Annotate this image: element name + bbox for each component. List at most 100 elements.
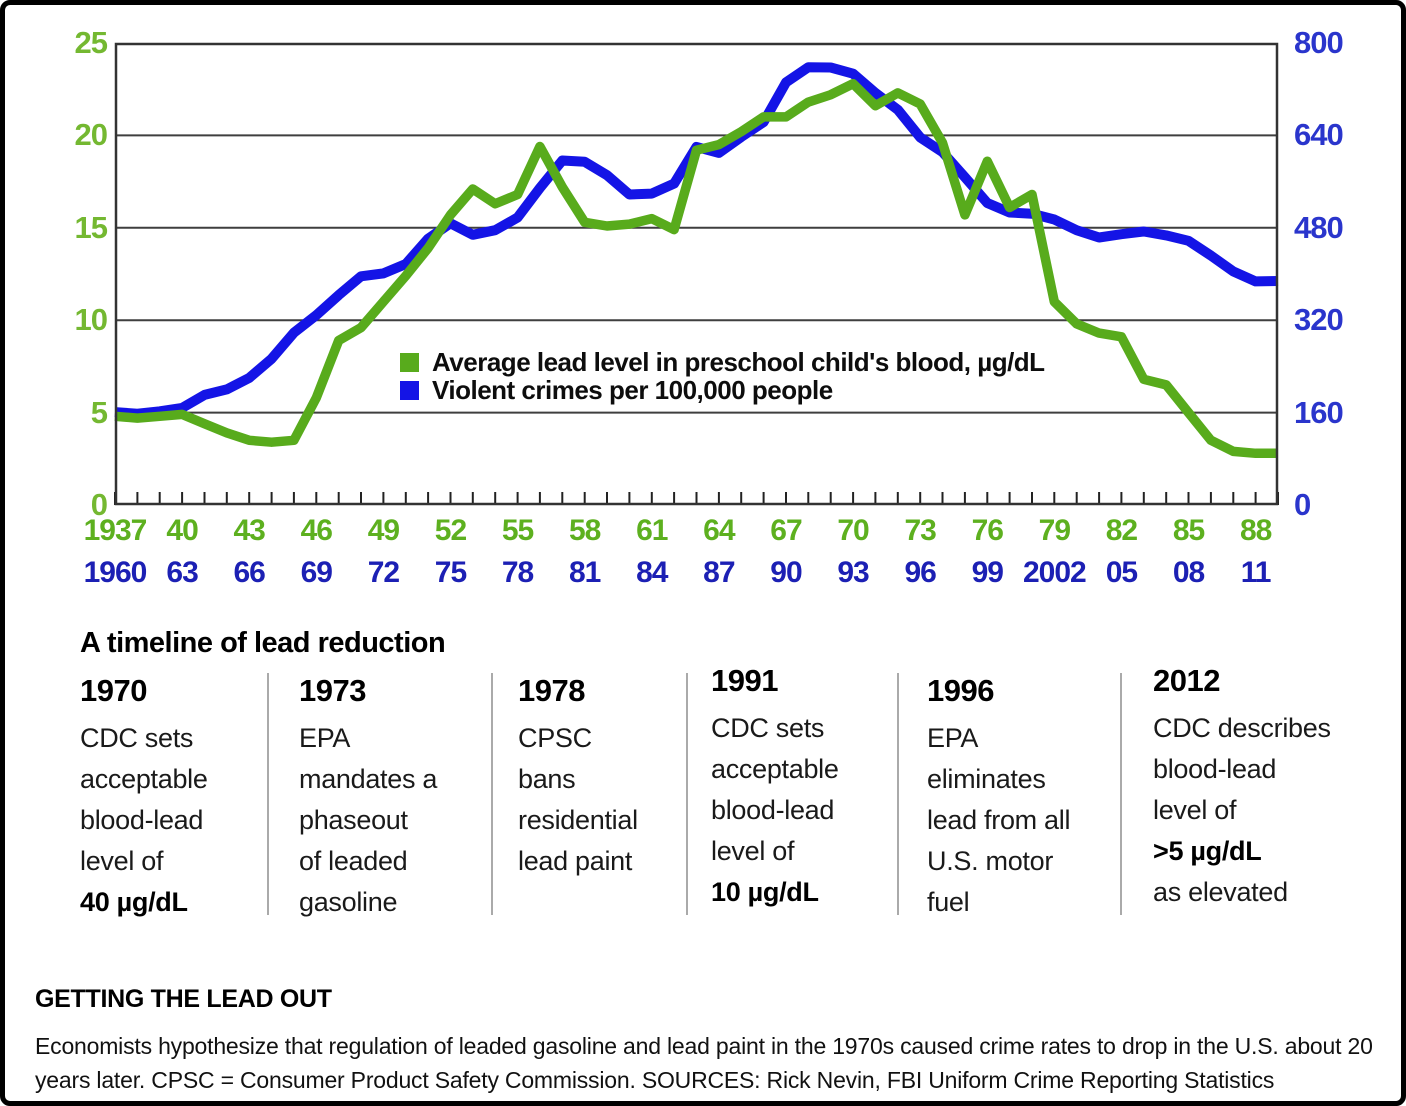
x-label-crime-2002: 2002	[1022, 556, 1087, 589]
timeline-title: A timeline of lead reduction	[80, 627, 446, 659]
x-label-lead-61: 61	[636, 514, 668, 547]
x-label-lead-58: 58	[568, 514, 601, 547]
x-label-lead-76: 76	[971, 514, 1004, 547]
timeline-event-text-line: CDC describes	[1153, 713, 1331, 743]
x-label-crime-1960: 1960	[83, 556, 148, 589]
x-label-crime-96: 96	[904, 556, 936, 589]
timeline-event-text-line: blood-lead	[1153, 754, 1277, 784]
lead-series-swatch-icon	[400, 353, 419, 372]
right-axis-tick-label-480: 480	[1294, 209, 1344, 245]
timeline-event-text-line: blood-lead	[711, 795, 835, 825]
timeline-event-year: 1973	[299, 673, 366, 708]
timeline-event-1973: 1973 EPA mandates a phaseout of leaded gasoli…	[299, 673, 437, 923]
x-label-lead-1937: 1937	[83, 514, 148, 547]
timeline-event-text-line: CDC sets	[711, 713, 825, 743]
timeline-event-text-line: eliminates	[927, 764, 1046, 794]
timeline-event-1970: 1970 CDC sets acceptable blood-lead level of…	[80, 673, 208, 923]
right-axis-tick-label-160: 160	[1294, 394, 1344, 430]
right-axis-tick-label-640: 640	[1294, 117, 1344, 153]
left-axis-tick-label-20: 20	[74, 117, 108, 153]
timeline-event-year: 1978	[518, 673, 585, 708]
right-axis-tick-label-0: 0	[1294, 487, 1311, 522]
x-label-lead-88: 88	[1239, 514, 1272, 547]
left-axis-tick-label-25: 25	[74, 25, 108, 60]
left-axis-tick-label-5: 5	[90, 394, 108, 430]
timeline-event-year: 1991	[711, 663, 778, 698]
timeline-event-text-line: residential	[518, 805, 638, 835]
x-label-crime-99: 99	[971, 556, 1004, 589]
timeline-event-text-line: blood-lead	[80, 805, 204, 835]
right-axis-tick-label-320: 320	[1294, 302, 1344, 338]
x-label-crime-78: 78	[501, 556, 534, 589]
timeline-event-text-line: gasoline	[299, 887, 398, 917]
timeline-event-year: 2012	[1153, 663, 1220, 698]
timeline-event-text-line: 10 µg/dL	[711, 877, 819, 907]
x-label-lead-85: 85	[1172, 514, 1205, 547]
timeline-divider	[491, 673, 493, 915]
timeline-event-year: 1970	[80, 673, 147, 708]
timeline-event-text-line: >5 µg/dL	[1153, 836, 1262, 866]
timeline-divider	[686, 673, 688, 915]
x-label-crime-66: 66	[233, 556, 266, 589]
timeline-event-text-line: bans	[518, 764, 576, 794]
timeline-event-text-line: mandates a	[299, 764, 438, 794]
x-label-lead-70: 70	[837, 514, 869, 547]
left-axis-tick-label-15: 15	[74, 209, 108, 245]
timeline-event-text-line: level of	[711, 836, 795, 866]
timeline-event-text-line: as elevated	[1153, 877, 1288, 907]
timeline-event-1991: 1991 CDC sets acceptable blood-lead level of…	[711, 663, 839, 913]
right-axis-tick-label-800: 800	[1294, 25, 1344, 60]
x-label-crime-84: 84	[636, 556, 668, 589]
timeline-event-text-line: fuel	[927, 887, 970, 917]
footer-caption-line: years later. CPSC = Consumer Product Saf…	[35, 1067, 1275, 1093]
x-label-crime-08: 08	[1172, 556, 1205, 589]
x-label-lead-82: 82	[1105, 514, 1138, 547]
timeline-divider	[897, 673, 899, 915]
x-label-crime-75: 75	[434, 556, 467, 589]
timeline-event-text-line: of leaded	[299, 846, 408, 876]
timeline-event-text-line: acceptable	[80, 764, 208, 794]
x-label-lead-46: 46	[300, 514, 333, 547]
x-label-lead-40: 40	[166, 514, 198, 547]
plot-border	[114, 42, 1279, 506]
timeline-event-text-line: acceptable	[711, 754, 839, 784]
legend-row-lead: Average lead level in preschool child's …	[400, 347, 1045, 377]
lead-crime-chart: 25 20 15 10 5 0 800 640 480 320 160 0 1937 40 43 46 49…	[5, 5, 1401, 605]
timeline-event-text-line: CPSC	[518, 723, 592, 753]
x-label-lead-49: 49	[367, 514, 400, 547]
timeline-event-text-line: 40 µg/dL	[80, 887, 188, 917]
footer-title: GETTING THE LEAD OUT	[35, 985, 332, 1013]
timeline-event-1978: 1978 CPSC bans residential lead paint	[518, 673, 638, 882]
x-label-crime-72: 72	[367, 556, 400, 589]
timeline-divider	[1120, 673, 1122, 915]
timeline-event-text-line: EPA	[927, 723, 979, 753]
timeline-event-2012: 2012 CDC describes blood-lead level of >5 µg…	[1153, 663, 1331, 913]
timeline-event-text-line: lead paint	[518, 846, 633, 876]
lead-series-line	[114, 78, 1278, 459]
timeline-event-text-line: CDC sets	[80, 723, 194, 753]
timeline-event-text-line: U.S. motor	[927, 846, 1054, 876]
x-label-lead-43: 43	[233, 514, 266, 547]
footer-caption: Economists hypothesize that regulation o…	[35, 1029, 1391, 1097]
legend: Average lead level in preschool child's …	[400, 347, 1045, 405]
x-label-lead-52: 52	[434, 514, 467, 547]
timeline-section: A timeline of lead reduction 1970 CDC set…	[5, 605, 1401, 945]
timeline-event-text-line: EPA	[299, 723, 351, 753]
footer-caption-line: Economists hypothesize that regulation o…	[35, 1033, 1373, 1059]
plot-area	[114, 42, 1279, 506]
legend-label-crime: Violent crimes per 100,000 people	[432, 375, 833, 405]
x-label-crime-63: 63	[166, 556, 198, 589]
x-label-crime-05: 05	[1105, 556, 1138, 589]
x-label-lead-67: 67	[770, 514, 802, 547]
timeline-divider	[267, 673, 269, 915]
timeline-event-1996: 1996 EPA eliminates lead from all U.S. motor…	[927, 673, 1070, 923]
timeline-event-text-line: level of	[80, 846, 164, 876]
timeline-event-text-line: lead from all	[927, 805, 1071, 835]
legend-label-lead: Average lead level in preschool child's …	[432, 347, 1045, 377]
x-label-lead-73: 73	[904, 514, 936, 547]
left-axis-tick-label-10: 10	[74, 302, 108, 338]
footer-section: GETTING THE LEAD OUT Economists hypothes…	[5, 945, 1401, 1101]
x-label-lead-55: 55	[501, 514, 534, 547]
timeline-event-text-line: phaseout	[299, 805, 408, 835]
